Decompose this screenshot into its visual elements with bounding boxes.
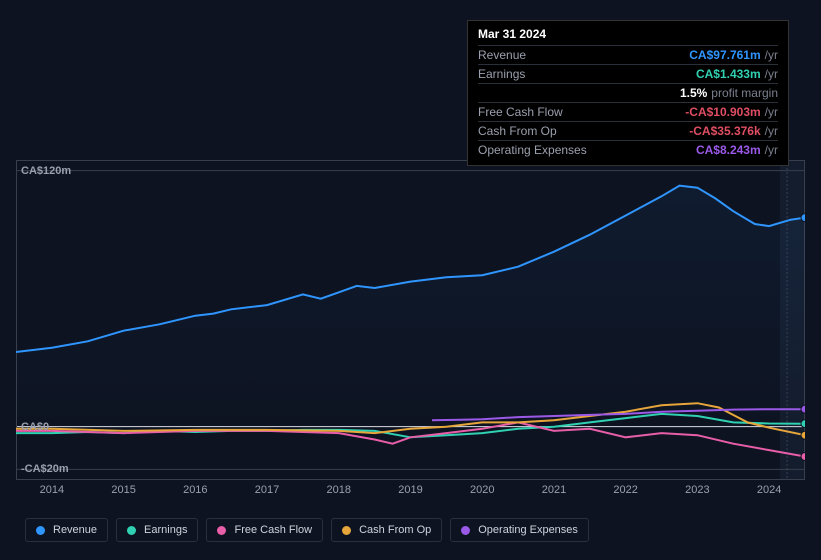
tooltip-unit: /yr: [765, 105, 778, 119]
x-axis-label: 2023: [685, 484, 709, 496]
legend-item-cash-from-op[interactable]: Cash From Op: [331, 518, 442, 542]
tooltip-label: Revenue: [478, 48, 689, 62]
x-axis-label: 2016: [183, 484, 207, 496]
y-axis-label: CA$0: [21, 421, 49, 433]
x-axis-label: 2014: [40, 484, 64, 496]
y-axis-label: -CA$20m: [21, 463, 69, 475]
tooltip-date: Mar 31 2024: [478, 27, 778, 41]
tooltip-row: Operating ExpensesCA$8.243m/yr: [478, 140, 778, 159]
legend-label: Earnings: [144, 524, 187, 536]
tooltip-value: -CA$35.376k: [689, 124, 760, 138]
x-axis-label: 2019: [398, 484, 422, 496]
legend-dot-icon: [217, 526, 226, 535]
legend-item-free-cash-flow[interactable]: Free Cash Flow: [206, 518, 323, 542]
y-axis-label: CA$120m: [21, 165, 71, 177]
x-axis-label: 2020: [470, 484, 494, 496]
series-free-cash-flow: [16, 422, 805, 456]
x-axis-label: 2024: [757, 484, 781, 496]
legend-dot-icon: [36, 526, 45, 535]
legend-dot-icon: [461, 526, 470, 535]
chart-tooltip: Mar 31 2024 RevenueCA$97.761m/yrEarnings…: [467, 20, 789, 166]
tooltip-value: -CA$10.903m: [685, 105, 760, 119]
tooltip-unit: /yr: [765, 143, 778, 157]
tooltip-value: CA$8.243m: [696, 143, 761, 157]
legend-item-earnings[interactable]: Earnings: [116, 518, 198, 542]
tooltip-value: 1.5%: [680, 86, 707, 100]
x-axis-label: 2021: [542, 484, 566, 496]
legend-label: Cash From Op: [359, 524, 431, 536]
tooltip-label: Cash From Op: [478, 124, 689, 138]
tooltip-row: Free Cash Flow-CA$10.903m/yr: [478, 102, 778, 121]
chart-legend: Revenue Earnings Free Cash Flow Cash From O…: [25, 518, 589, 542]
tooltip-value: CA$97.761m: [689, 48, 760, 62]
legend-dot-icon: [342, 526, 351, 535]
tooltip-label: Operating Expenses: [478, 143, 696, 157]
tooltip-row: EarningsCA$1.433m/yr: [478, 64, 778, 83]
tooltip-unit: profit margin: [711, 86, 778, 100]
x-axis-label: 2017: [255, 484, 279, 496]
tooltip-label: Free Cash Flow: [478, 105, 685, 119]
legend-label: Operating Expenses: [478, 524, 578, 536]
tooltip-unit: /yr: [765, 67, 778, 81]
legend-item-operating-expenses[interactable]: Operating Expenses: [450, 518, 589, 542]
legend-item-revenue[interactable]: Revenue: [25, 518, 108, 542]
tooltip-unit: /yr: [765, 124, 778, 138]
x-axis-label: 2022: [613, 484, 637, 496]
tooltip-label: Earnings: [478, 67, 696, 81]
x-axis-labels: 2014 2015 2016 2017 2018 2019 2020 2021 2022 2023…: [16, 484, 805, 500]
tooltip-row: Cash From Op-CA$35.376k/yr: [478, 121, 778, 140]
tooltip-row: 1.5% profit margin: [478, 83, 778, 102]
tooltip-row: RevenueCA$97.761m/yr: [478, 45, 778, 64]
x-axis-label: 2015: [111, 484, 135, 496]
chart-plot-area[interactable]: [16, 160, 805, 480]
chart-container: Mar 31 2024 RevenueCA$97.761m/yrEarnings…: [0, 0, 821, 560]
tooltip-value: CA$1.433m: [696, 67, 761, 81]
x-axis-label: 2018: [327, 484, 351, 496]
tooltip-label: [478, 86, 680, 100]
legend-dot-icon: [127, 526, 136, 535]
legend-label: Revenue: [53, 524, 97, 536]
chart-svg: [16, 160, 805, 480]
tooltip-unit: /yr: [765, 48, 778, 62]
legend-label: Free Cash Flow: [234, 524, 312, 536]
